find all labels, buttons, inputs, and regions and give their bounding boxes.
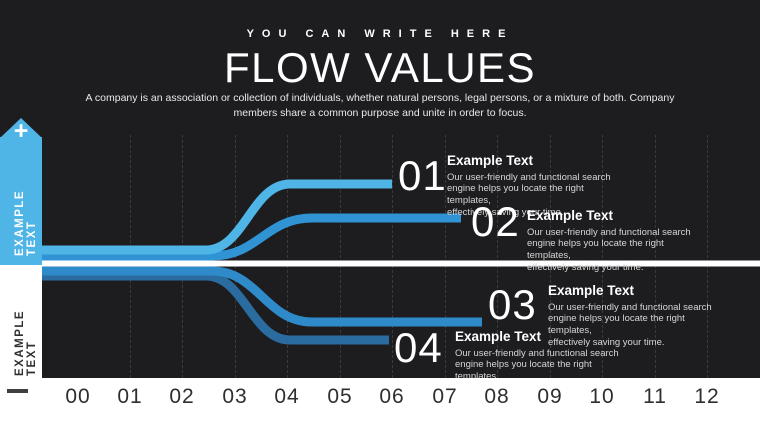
gridline (340, 135, 341, 378)
left-label-top: EXAMPLE TEXT (14, 189, 38, 256)
axis-tick-01: 01 (117, 385, 143, 408)
flow-line-02 (40, 213, 461, 261)
plus-icon: + (13, 117, 29, 145)
gridline (445, 135, 446, 378)
flow-line-04 (40, 271, 389, 345)
gridline (707, 135, 708, 378)
item-description: Our user-friendly and functional search … (548, 301, 712, 348)
axis-tick-00: 00 (65, 385, 91, 408)
axis-tick-11: 11 (643, 385, 667, 408)
gridline (550, 135, 551, 378)
page-title: FLOW VALUES (223, 44, 537, 91)
item-number: 02 (471, 198, 520, 245)
item-description: Our user-friendly and functional search … (527, 226, 691, 273)
item-title: Example Text (527, 208, 614, 223)
axis-tick-04: 04 (274, 385, 300, 408)
left-label-bottom: EXAMPLE TEXT (14, 309, 38, 376)
gridline (392, 135, 393, 378)
item-text-block: Example Text Our user-friendly and funct… (548, 283, 728, 348)
slide-description: A company is an association or collectio… (85, 92, 675, 120)
axis-tick-06: 06 (379, 385, 405, 408)
axis-tick-05: 05 (327, 385, 353, 408)
item-title: Example Text (548, 283, 635, 298)
axis-tick-12: 12 (694, 385, 720, 408)
flow-line-03 (40, 266, 482, 327)
up-arrow-body (0, 137, 42, 265)
kicker-text: YOU CAN WRITE HERE (246, 28, 514, 40)
axis-tick-08: 08 (484, 385, 510, 408)
gridline (287, 135, 288, 378)
item-description: Our user-friendly and functional search … (447, 171, 611, 218)
axis-tick-02: 02 (169, 385, 195, 408)
up-arrow-icon (0, 118, 42, 138)
x-axis: 00 01 02 03 04 05 06 07 08 09 10 11 12 (0, 378, 760, 428)
flow-line-01 (40, 179, 392, 255)
gridline (602, 135, 603, 378)
gridline (655, 135, 656, 378)
item-number: 03 (488, 281, 537, 328)
item-number: 04 (394, 324, 443, 371)
axis-tick-09: 09 (537, 385, 563, 408)
axis-tick-07: 07 (432, 385, 458, 408)
gridline (497, 135, 498, 378)
item-number: 01 (398, 152, 447, 199)
minus-icon (7, 389, 28, 393)
axis-tick-10: 10 (589, 385, 615, 408)
item-title: Example Text (455, 329, 542, 344)
item-text-block: Example Text Our user-friendly and funct… (527, 208, 707, 273)
axis-tick-03: 03 (222, 385, 248, 408)
item-title: Example Text (447, 153, 534, 168)
item-text-block: Example Text Our user-friendly and funct… (447, 153, 627, 218)
